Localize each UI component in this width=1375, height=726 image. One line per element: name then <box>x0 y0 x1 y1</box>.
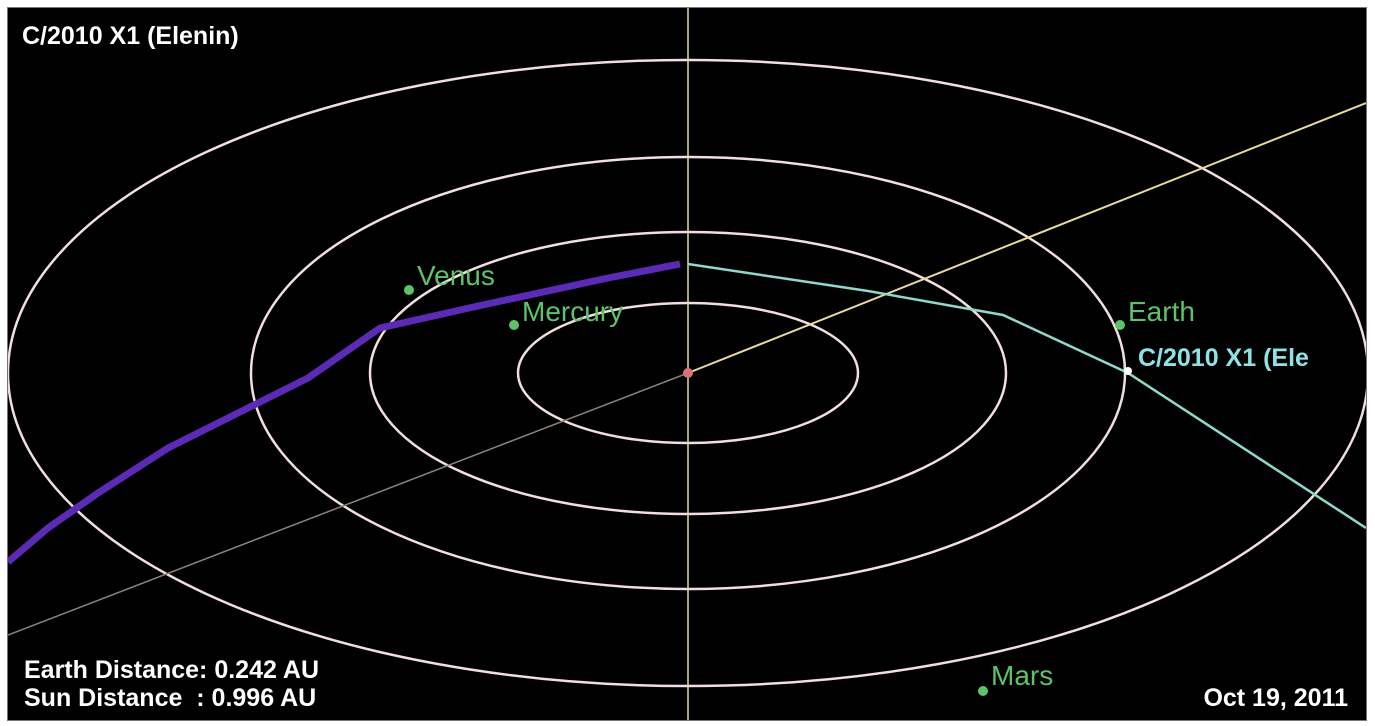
date-readout: Oct 19, 2011 <box>1203 684 1348 712</box>
mercury-marker <box>509 320 519 330</box>
sun-distance-readout: Sun Distance : 0.996 AU <box>24 684 317 712</box>
earth-distance-readout: Earth Distance: 0.242 AU <box>24 656 320 684</box>
earth-label: Earth <box>1128 296 1195 327</box>
orbit-diagram <box>8 8 1366 720</box>
earth-marker <box>1115 320 1125 330</box>
sun-marker <box>683 368 693 378</box>
ecliptic-axis-back <box>8 372 689 636</box>
venus-marker <box>404 285 414 295</box>
object-title: C/2010 X1 (Elenin) <box>22 22 239 50</box>
orbit-viewer: C/2010 X1 (Elenin) Venus Mercury Earth M… <box>7 7 1367 721</box>
comet-path-future <box>687 262 1366 530</box>
ecliptic-axis <box>687 102 1366 374</box>
venus-label: Venus <box>417 260 495 291</box>
mars-marker <box>978 686 988 696</box>
comet-label: C/2010 X1 (Ele <box>1138 344 1309 372</box>
comet-marker <box>1124 367 1132 375</box>
mercury-label: Mercury <box>522 296 624 327</box>
mars-label: Mars <box>991 660 1054 691</box>
comet-path-past <box>8 260 681 565</box>
